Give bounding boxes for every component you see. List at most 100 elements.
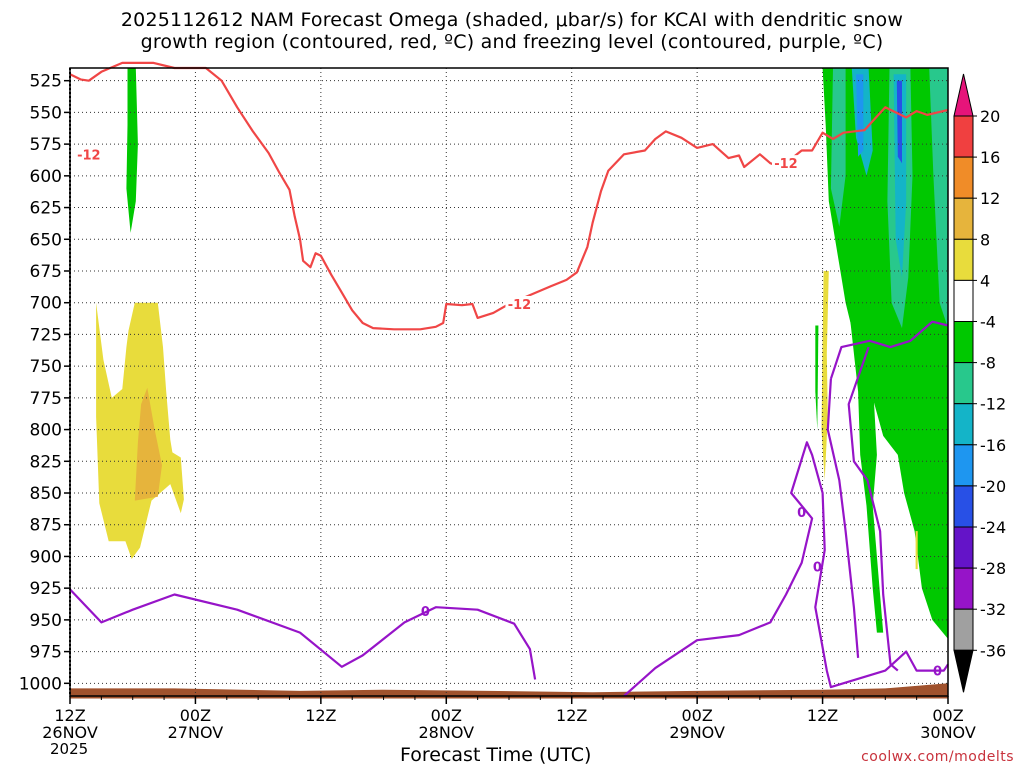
plot-area: -12 -12 -12 0 0 0 0	[69, 61, 949, 699]
y-tick-label-950: 950	[30, 611, 62, 631]
y-tick-label-875: 875	[30, 516, 62, 536]
colorbar-label-8: -16	[980, 436, 1006, 455]
y-tick-label-850: 850	[30, 484, 62, 504]
freezing-contour-label-1: 0	[797, 506, 806, 521]
freezing-level-contour-line-2	[623, 441, 949, 697]
omega-ascent-speck	[915, 531, 918, 570]
colorbar-label-6: -8	[980, 354, 996, 373]
colorbar-bin-3	[953, 197, 974, 240]
terrain-fill	[70, 683, 948, 699]
omega-subsidence-core	[896, 80, 902, 164]
gridlines	[70, 68, 948, 696]
colorbar-label-0: 20	[980, 107, 1000, 126]
colorbar-label-5: -4	[980, 313, 996, 332]
y-tick-label-650: 650	[30, 230, 62, 250]
y-tick-label-800: 800	[30, 421, 62, 441]
y-tick-label-925: 925	[30, 579, 62, 599]
colorbar-bin-6	[953, 321, 974, 364]
colorbar-bin-11	[953, 526, 974, 569]
colorbar-label-10: -24	[980, 518, 1006, 537]
x-axis-label: Forecast Time (UTC)	[400, 744, 592, 766]
colorbar-bin-9	[953, 444, 974, 487]
y-tick-label-750: 750	[30, 357, 62, 377]
colorbar-bin-8	[953, 403, 974, 446]
dendritic-contour-label-0: -12	[77, 148, 101, 163]
omega-ascent-8-12	[134, 387, 162, 501]
x-tick-date-84: 30NOV	[920, 723, 976, 742]
colorbar-label-12: -32	[980, 600, 1006, 619]
colorbar-label-2: 12	[980, 189, 1000, 208]
colorbar: 20 16 12 8 4 -4 -8 -12 -16 -20 -24 -28 -32 -36	[953, 73, 1006, 693]
x-tick-label-0: 12Z	[54, 706, 85, 725]
x-tick-label-72: 12Z	[807, 706, 838, 725]
freezing-level-contour-line-4	[826, 378, 860, 658]
dendritic-contour-label-2: -12	[774, 157, 798, 172]
colorbar-bin-2	[953, 156, 974, 199]
omega-subsidence-8-12-a	[830, 68, 846, 227]
omega-thin-streak	[815, 325, 819, 430]
colorbar-bin-7	[953, 362, 974, 405]
dendritic-contour-line	[69, 61, 949, 331]
colorbar-bin-1	[953, 115, 974, 158]
y-tick-label-575: 575	[30, 135, 62, 155]
y-tick-label-1000: 1000	[19, 674, 62, 694]
omega-subsidence-16-20	[856, 74, 864, 157]
y-tick-label-775: 775	[30, 389, 62, 409]
y-tick-label-725: 725	[30, 325, 62, 345]
colorbar-label-7: -12	[980, 395, 1006, 414]
y-tick-label-625: 625	[30, 199, 62, 219]
x-tick-date-36: 28NOV	[418, 723, 474, 742]
y-tick-label-525: 525	[30, 72, 62, 92]
omega-subsidence-4-8	[822, 68, 948, 639]
y-tick-label-825: 825	[30, 452, 62, 472]
x-tick-date-60: 29NOV	[669, 723, 725, 742]
chart-title-line1: 2025112612 NAM Forecast Omega (shaded, μ…	[120, 9, 904, 31]
colorbar-bin-13	[953, 608, 974, 651]
freezing-contour-label-0: 0	[421, 605, 430, 620]
contour-label-bg	[505, 295, 534, 311]
credit-link[interactable]: coolwx.com/modelts	[861, 749, 1014, 765]
freezing-level-contour-line-5	[847, 346, 899, 672]
freezing-level-contour-line-3	[829, 320, 949, 380]
omega-subsidence-lower-streak	[849, 315, 884, 633]
colorbar-label-11: -28	[980, 559, 1006, 578]
y-tick-label-975: 975	[30, 643, 62, 663]
colorbar-label-4: 4	[980, 271, 990, 290]
colorbar-label-3: 8	[980, 230, 990, 249]
colorbar-label-1: 16	[980, 148, 1000, 167]
colorbar-label-9: -20	[980, 477, 1006, 496]
colorbar-bin-12	[953, 567, 974, 610]
y-tick-label-900: 900	[30, 547, 62, 567]
y-axis: 525 550 575 600 625 650 675 700 725 750 775 800 825 8…	[19, 72, 70, 694]
colorbar-label-13: -36	[980, 641, 1006, 660]
colorbar-bottom-arrow	[953, 649, 974, 693]
y-tick-label-550: 550	[30, 103, 62, 123]
freezing-level-contour-line	[69, 588, 537, 680]
year-label: 2025	[50, 740, 89, 758]
freezing-contour-label-2: 0	[813, 561, 822, 576]
colorbar-bin-10	[953, 485, 974, 528]
contour-label-bg	[74, 146, 103, 162]
x-tick-label-60: 00Z	[681, 706, 712, 725]
colorbar-bin-5	[953, 279, 974, 322]
x-tick-label-24: 12Z	[305, 706, 336, 725]
x-tick-label-48: 12Z	[556, 706, 587, 725]
omega-subsidence-12-16-b	[893, 74, 907, 278]
x-tick-label-12: 00Z	[180, 706, 211, 725]
chart-title-line2: growth region (contoured, red, ºC) and f…	[140, 31, 884, 53]
omega-subsidence-streak-left	[126, 68, 138, 233]
colorbar-top-arrow	[953, 73, 974, 117]
colorbar-bin-4	[953, 238, 974, 281]
x-tick-date-0: 26NOV	[42, 723, 98, 742]
contour-label-bg	[771, 155, 800, 171]
x-tick-label-84: 00Z	[932, 706, 963, 725]
dendritic-contour-label-1: -12	[508, 298, 532, 313]
x-tick-label-36: 00Z	[431, 706, 462, 725]
y-tick-label-700: 700	[30, 294, 62, 314]
freezing-contour-label-3: 0	[933, 665, 942, 680]
y-tick-label-675: 675	[30, 262, 62, 282]
x-tick-date-12: 27NOV	[168, 723, 224, 742]
y-tick-label-600: 600	[30, 167, 62, 187]
